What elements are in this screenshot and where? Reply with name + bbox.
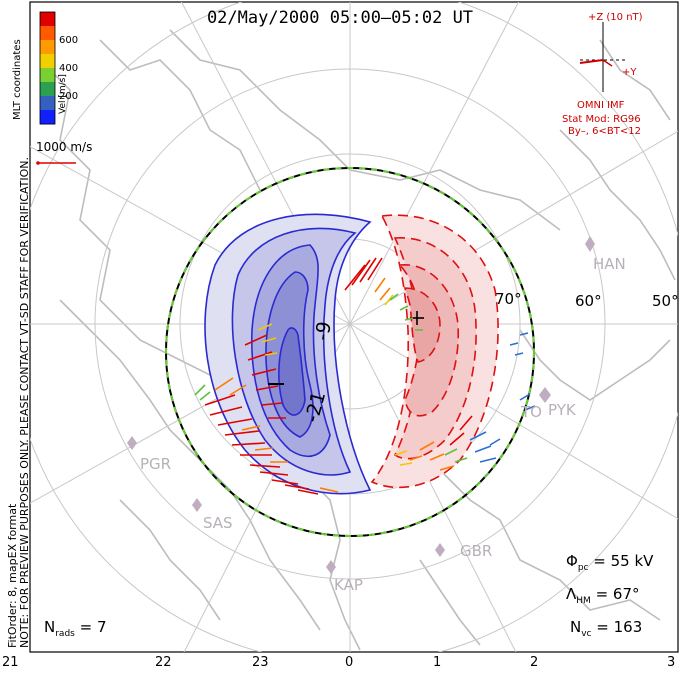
radar-to: TO (521, 403, 542, 421)
colorbar-outline (39, 11, 56, 125)
imf-source: OMNI IMF (577, 100, 625, 111)
scale-vector-label: 1000 m/s (36, 140, 93, 154)
radar-pyk: PYK (548, 401, 576, 419)
mlt-tick-22: 22 (155, 655, 172, 670)
radar-kap: KAP (334, 576, 363, 594)
contour-label-minus-9: -9 (310, 319, 336, 343)
radar-gbr: GBR (460, 542, 493, 560)
lambda-symbol: Λ (566, 585, 577, 603)
scale-vector-origin (36, 161, 40, 165)
colorbar-segment (40, 82, 55, 97)
colorbar-segment (40, 110, 55, 125)
radar-han: HAN (593, 255, 626, 273)
mlt-coordinates-label: MLT coordinates (12, 39, 23, 120)
phi-symbol: Φ (566, 552, 578, 570)
nvc-subscript: vc (581, 629, 592, 639)
mlt-tick-1: 1 (433, 655, 442, 670)
plot-frame (29, 1, 679, 653)
velocity-colorbar (39, 11, 56, 125)
phi-value: = 55 kV (593, 552, 654, 570)
imf-dial (579, 22, 628, 92)
mlt-tick-23: 23 (252, 655, 269, 670)
mlt-tick-21: 21 (2, 655, 19, 670)
mlt-tick-0: 0 (345, 655, 354, 670)
colorbar-segment (40, 68, 55, 83)
velocity-vectors (194, 257, 536, 495)
radar-markers (127, 236, 595, 574)
imf-z-label: +Z (10 nT) (588, 12, 643, 23)
nrads-value: = 7 (79, 618, 107, 636)
hm-boundary-dash (165, 167, 535, 537)
colorbar-segment (40, 12, 55, 27)
nrads-subscript: rads (55, 629, 75, 639)
cross-polar-potential: Φpc = 55 kV (566, 552, 653, 573)
latitude-label-60: 60° (575, 292, 602, 310)
dusk-cell (204, 213, 372, 495)
latitude-label-70: 70° (495, 290, 522, 308)
nvc-value: = 163 (596, 618, 643, 636)
nrads-symbol: N (44, 618, 56, 636)
colorbar-segment (40, 40, 55, 55)
radar-count: Nrads = 7 (44, 618, 107, 639)
plot-title: 02/May/2000 05:00–05:02 UT (206, 8, 474, 28)
phi-subscript: pc (577, 563, 589, 573)
vector-count: Nvc = 163 (570, 618, 642, 639)
preview-notice: NOTE: FOR PREVIEW PURPOSES ONLY. PLEASE … (18, 156, 31, 648)
latitude-label-50: 50° (652, 292, 679, 310)
lambda-value: = 67° (595, 585, 640, 603)
imf-model-line1: Stat Mod: RG96 (562, 114, 641, 125)
imf-y-label: +Y (622, 67, 637, 78)
lambda-subscript: HM (576, 596, 591, 606)
colorbar-segment (40, 26, 55, 41)
radar-sas: SAS (203, 514, 233, 532)
radar-pgr: PGR (140, 455, 172, 473)
hm-latitude: ΛHM = 67° (566, 585, 640, 606)
colorbar-segment (40, 96, 55, 111)
coastlines (39, 29, 676, 651)
mlt-tick-3: 3 (667, 655, 676, 670)
dawn-cell (370, 214, 499, 489)
colorbar-tick-400: 400 (59, 63, 79, 74)
imf-model-line2: By–, 6<BT<12 (568, 126, 641, 137)
colorbar-segment (40, 54, 55, 69)
mlt-tick-2: 2 (530, 655, 539, 670)
nvc-symbol: N (570, 618, 582, 636)
colorbar-tick-600: 600 (59, 35, 79, 46)
colorbar-tick-200: 200 (59, 91, 79, 102)
